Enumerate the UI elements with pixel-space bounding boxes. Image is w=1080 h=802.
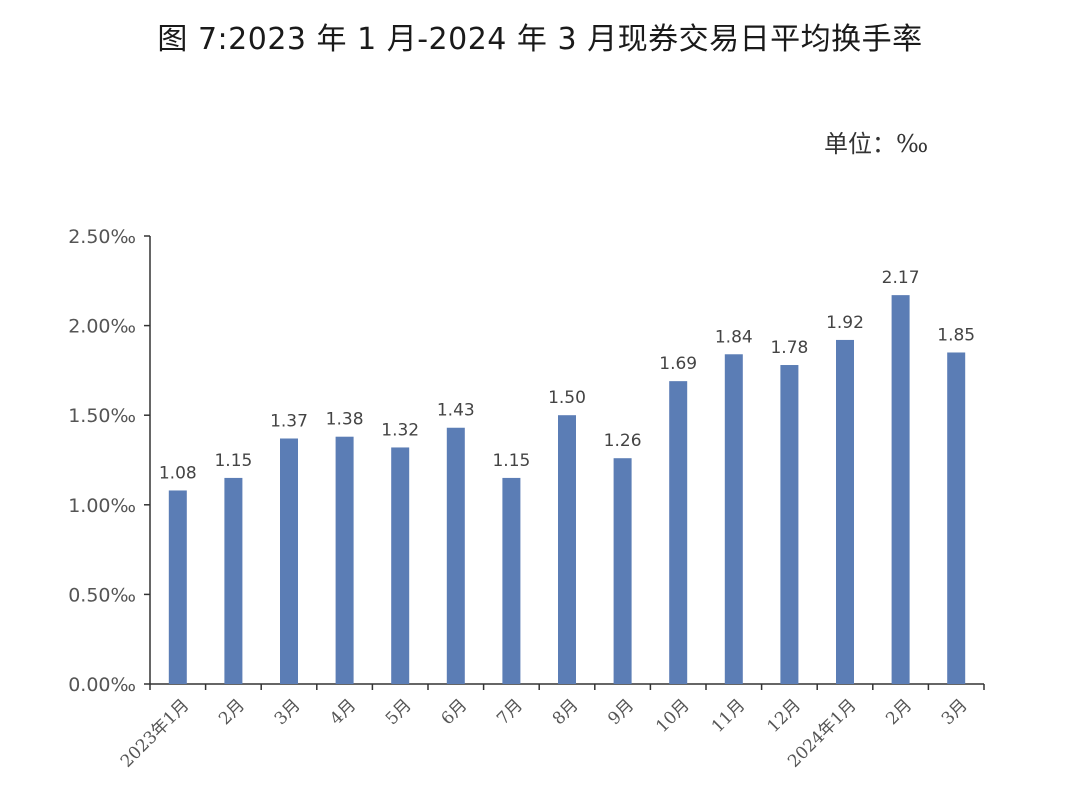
data-label: 1.08 — [159, 463, 197, 483]
unit-label: 单位：‰ — [824, 130, 929, 158]
data-labels: 1.08 1.15 1.37 1.38 1.32 1.43 1.15 1.50 1.26 1.69… — [159, 268, 975, 483]
bar — [502, 477, 521, 684]
x-tick-label: 7月 — [493, 695, 527, 729]
bar — [224, 477, 243, 684]
data-label: 1.69 — [659, 354, 697, 374]
data-label: 1.38 — [326, 410, 364, 430]
bar — [836, 339, 854, 684]
y-tick-label: 0.50‰ — [68, 584, 136, 606]
bar — [947, 352, 966, 684]
bar — [168, 490, 187, 684]
x-tick-label: 12月 — [763, 695, 804, 736]
x-tick-label: 8月 — [549, 695, 583, 729]
data-label: 2.17 — [882, 268, 920, 288]
data-label: 1.92 — [826, 313, 864, 333]
x-tick-label: 3月 — [938, 695, 972, 729]
bar — [335, 436, 354, 684]
x-tick-label: 6月 — [438, 695, 472, 729]
bar — [391, 447, 410, 684]
y-tick-label: 0.00‰ — [68, 674, 136, 696]
data-label: 1.37 — [270, 411, 308, 431]
data-label: 1.32 — [381, 420, 419, 440]
chart-title: 图 7:2023 年 1 月-2024 年 3 月现券交易日平均换手率 — [157, 22, 923, 57]
data-label: 1.50 — [548, 388, 586, 408]
y-axis: 0.00‰ 0.50‰ 1.00‰ 1.50‰ 2.00‰ 2.50‰ — [68, 226, 151, 696]
y-tick-label: 2.50‰ — [68, 226, 136, 248]
x-tick-label: 2023年1月 — [117, 695, 193, 771]
bar — [724, 354, 743, 684]
x-tick-label: 5月 — [382, 695, 416, 729]
x-tick-label: 2月 — [882, 695, 916, 729]
x-tick-label: 11月 — [708, 695, 749, 736]
x-tick-label: 3月 — [271, 695, 305, 729]
data-label: 1.85 — [937, 325, 975, 345]
data-label: 1.15 — [214, 451, 252, 471]
bar — [613, 458, 632, 684]
x-tick-label: 4月 — [326, 695, 360, 729]
bar — [446, 427, 465, 684]
bar — [780, 365, 799, 684]
bar — [280, 438, 298, 684]
x-tick-label: 10月 — [652, 695, 693, 736]
y-tick-label: 1.00‰ — [68, 495, 136, 517]
bar — [669, 381, 688, 684]
x-tick-label: 2月 — [215, 695, 249, 729]
x-tick-label: 9月 — [604, 695, 638, 729]
bar — [891, 295, 910, 684]
data-label: 1.84 — [715, 327, 753, 347]
bars — [168, 295, 966, 684]
data-label: 1.43 — [437, 401, 475, 421]
data-label: 1.15 — [492, 451, 530, 471]
bar — [558, 415, 576, 684]
y-tick-label: 2.00‰ — [68, 316, 136, 338]
y-tick-label: 1.50‰ — [68, 405, 136, 427]
data-label: 1.26 — [604, 431, 642, 451]
data-label: 1.78 — [770, 338, 808, 358]
